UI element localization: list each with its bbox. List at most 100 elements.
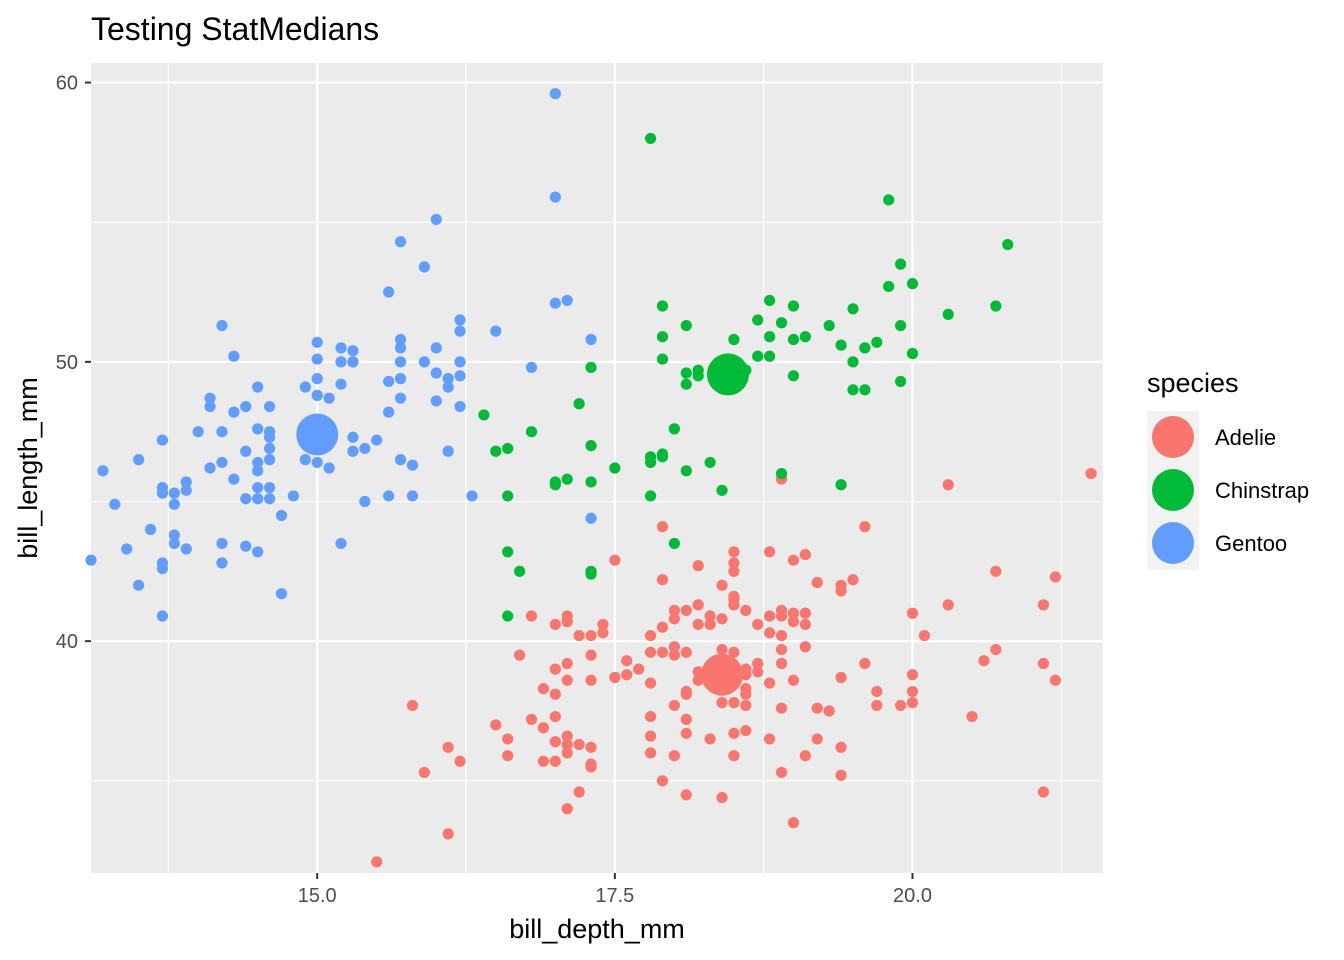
- data-point: [883, 194, 895, 206]
- data-point: [847, 384, 859, 396]
- data-point: [775, 766, 788, 779]
- data-point: [394, 236, 407, 248]
- data-point: [692, 364, 704, 376]
- data-point: [644, 132, 657, 145]
- data-point: [942, 599, 954, 611]
- data-point: [823, 705, 835, 717]
- data-point: [764, 733, 776, 745]
- data-point: [454, 400, 466, 413]
- median-point-chinstrap: [706, 353, 749, 396]
- data-point: [1037, 599, 1050, 611]
- data-point: [656, 331, 669, 343]
- median-points: [296, 353, 749, 696]
- data-point: [406, 699, 419, 712]
- chart-title: Testing StatMedians: [91, 11, 379, 47]
- data-point: [799, 331, 811, 343]
- data-point: [644, 629, 657, 642]
- data-point: [847, 574, 859, 586]
- data-point: [644, 490, 657, 502]
- data-point: [311, 389, 323, 401]
- data-point: [287, 490, 299, 502]
- legend-label-chinstrap: Chinstrap: [1215, 478, 1309, 503]
- data-point: [621, 655, 633, 667]
- data-point: [216, 557, 228, 569]
- data-point: [787, 370, 800, 382]
- data-point: [906, 278, 919, 290]
- data-point: [133, 579, 145, 591]
- data-point: [597, 627, 609, 639]
- data-point: [597, 618, 609, 631]
- data-point: [740, 724, 752, 737]
- data-point: [525, 713, 538, 725]
- data-point: [668, 537, 680, 550]
- legend-key-chinstrap: [1152, 469, 1194, 511]
- data-point: [430, 395, 442, 407]
- data-point: [656, 451, 669, 463]
- data-point: [775, 467, 788, 480]
- data-point: [787, 554, 800, 566]
- data-point: [585, 761, 597, 773]
- data-point: [311, 353, 323, 365]
- data-point: [204, 462, 216, 474]
- data-point: [514, 649, 526, 661]
- data-point: [585, 649, 597, 661]
- data-point: [311, 373, 323, 385]
- data-point: [561, 730, 573, 742]
- data-point: [704, 733, 716, 745]
- data-point: [323, 392, 335, 404]
- data-point: [835, 585, 847, 597]
- data-point: [704, 618, 716, 631]
- data-point: [728, 697, 740, 709]
- data-point: [454, 325, 466, 337]
- data-point: [966, 710, 978, 723]
- data-point: [573, 738, 585, 751]
- data-point: [787, 300, 800, 312]
- data-point: [585, 629, 597, 642]
- data-point: [906, 669, 919, 681]
- data-point: [906, 685, 919, 698]
- data-point: [728, 333, 740, 346]
- data-point: [252, 423, 264, 435]
- data-point: [692, 560, 704, 572]
- data-point: [906, 347, 919, 360]
- data-point: [752, 350, 764, 362]
- data-point: [561, 738, 573, 751]
- y-axis: 40 50 60: [56, 73, 91, 653]
- data-point: [775, 657, 788, 670]
- data-point: [573, 786, 585, 798]
- legend-key-gentoo: [1152, 522, 1194, 564]
- data-point: [549, 663, 561, 675]
- data-point: [573, 629, 585, 642]
- data-point: [680, 789, 692, 801]
- data-point: [263, 442, 276, 455]
- plot-panel: [91, 63, 1103, 873]
- data-point: [835, 479, 847, 491]
- data-point: [263, 400, 276, 413]
- data-point: [811, 733, 823, 745]
- data-point: [97, 465, 109, 477]
- data-point: [502, 490, 514, 502]
- data-point: [561, 294, 573, 307]
- data-point: [895, 699, 907, 712]
- data-point: [502, 442, 514, 455]
- data-point: [775, 643, 788, 656]
- data-point: [704, 610, 716, 622]
- data-point: [394, 333, 407, 346]
- data-point: [323, 462, 335, 474]
- data-point: [275, 588, 288, 600]
- data-point: [275, 509, 288, 522]
- data-point: [192, 426, 204, 438]
- x-axis-title: bill_depth_mm: [509, 914, 685, 944]
- data-point: [168, 498, 180, 510]
- data-point: [811, 576, 823, 589]
- data-point: [228, 473, 240, 485]
- data-point: [299, 454, 311, 466]
- data-point: [716, 643, 728, 656]
- data-point: [787, 607, 800, 619]
- data-point: [680, 646, 692, 658]
- data-point: [502, 750, 514, 762]
- data-point: [359, 495, 371, 508]
- data-point: [525, 610, 538, 622]
- data-point: [418, 356, 430, 368]
- data-point: [656, 353, 669, 365]
